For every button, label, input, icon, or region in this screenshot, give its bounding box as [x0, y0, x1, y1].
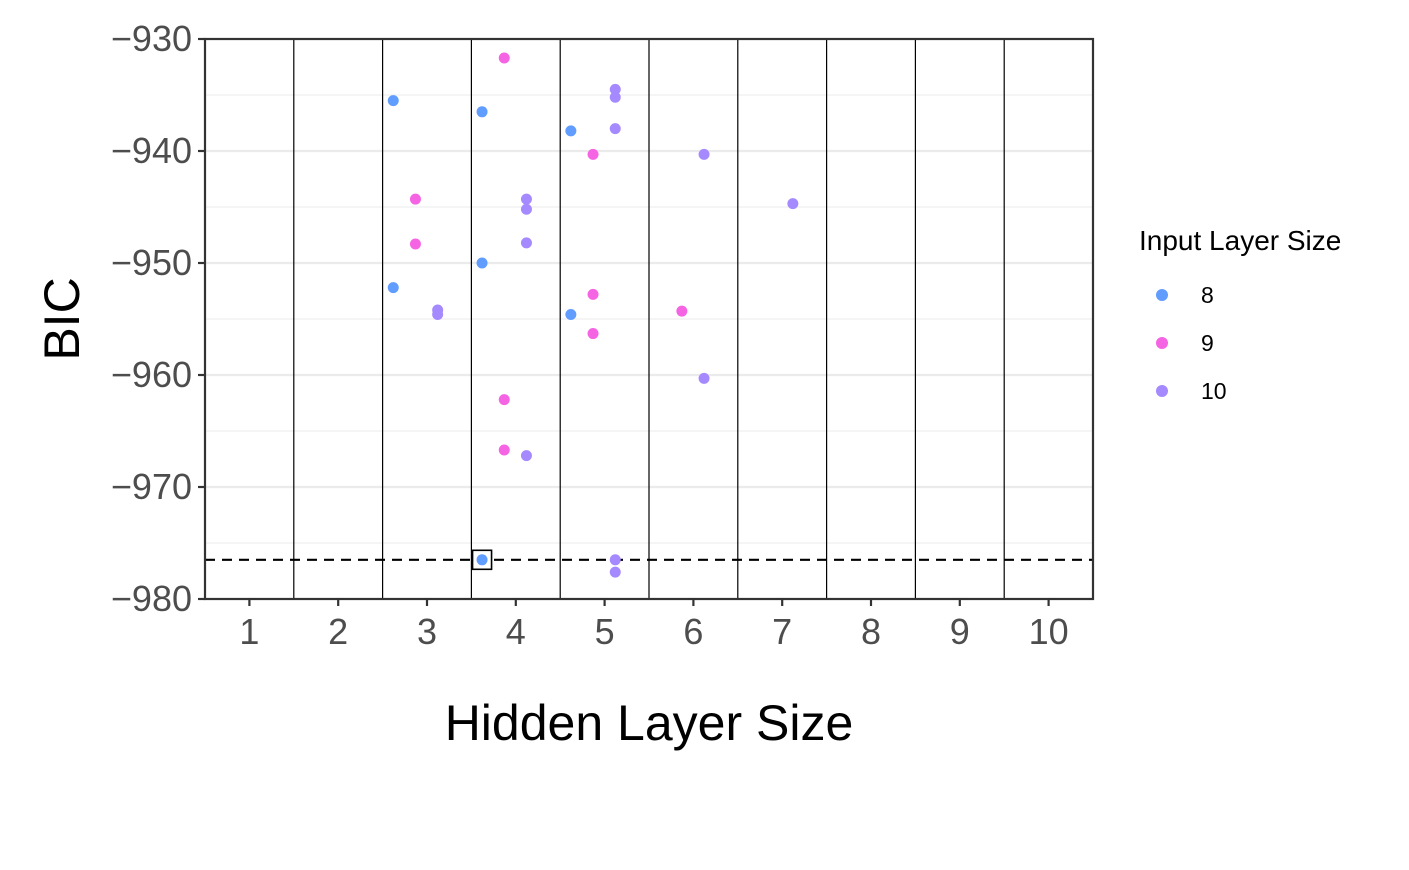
data-point-input-9: [498, 394, 510, 406]
points-layer: [387, 52, 799, 578]
legend-key-9: [1156, 337, 1168, 349]
y-tick-label: −950: [111, 242, 192, 283]
legend-label-9: 9: [1201, 330, 1214, 356]
y-tick-label: −940: [111, 130, 192, 171]
y-tick-label: −930: [111, 18, 192, 59]
y-axis-title: BIC: [34, 277, 90, 360]
data-point-input-10: [698, 148, 710, 160]
data-point-input-10: [520, 193, 532, 205]
data-point-input-8: [476, 106, 488, 118]
legend-label-10: 10: [1201, 378, 1227, 404]
data-point-input-9: [587, 328, 599, 340]
y-tick-label: −970: [111, 466, 192, 507]
x-tick-label: 1: [239, 611, 259, 652]
data-point-input-10: [698, 372, 710, 384]
data-point-input-8: [387, 282, 399, 294]
legend-key-8: [1156, 289, 1168, 301]
highlight-marker: [471, 549, 493, 571]
plot-panel-border: [203, 37, 1095, 601]
data-point-input-9: [587, 288, 599, 300]
x-tick-label: 7: [772, 611, 792, 652]
legend-title: Input Layer Size: [1139, 225, 1341, 256]
data-point-input-10: [520, 237, 532, 249]
data-point-input-9: [409, 193, 421, 205]
data-point-input-10: [609, 566, 621, 578]
data-point-input-9: [409, 238, 421, 250]
x-tick-label: 8: [861, 611, 881, 652]
x-tick-label: 10: [1029, 611, 1069, 652]
x-tick-label: 3: [417, 611, 437, 652]
data-point-input-8: [565, 125, 577, 137]
grid-layer: [205, 37, 1093, 601]
data-point-input-8: [565, 309, 577, 321]
data-point-input-8: [476, 554, 488, 566]
data-point-input-10: [609, 91, 621, 103]
legend: Input Layer Size 8 9 10: [1139, 225, 1341, 404]
x-tick-label: 2: [328, 611, 348, 652]
data-point-input-10: [520, 450, 532, 462]
data-point-input-10: [609, 554, 621, 566]
legend-key-10: [1156, 385, 1168, 397]
data-point-input-8: [476, 257, 488, 269]
y-tick-label: −980: [111, 578, 192, 619]
data-point-input-10: [432, 309, 444, 321]
x-tick-label: 5: [595, 611, 615, 652]
data-point-input-9: [587, 148, 599, 160]
data-point-input-10: [609, 83, 621, 95]
legend-label-8: 8: [1201, 282, 1214, 308]
data-point-input-9: [498, 444, 510, 456]
data-point-input-8: [387, 95, 399, 107]
axis-layer: −930 −940 −950 −960 −970 −980 1 2 3 4 5 6 7 8 9 10: [111, 18, 1069, 652]
x-tick-label: 4: [506, 611, 526, 652]
x-tick-label: 6: [683, 611, 703, 652]
data-point-input-10: [787, 198, 799, 210]
data-point-input-9: [676, 305, 688, 317]
x-tick-label: 9: [950, 611, 970, 652]
x-axis-title: Hidden Layer Size: [445, 695, 854, 751]
data-point-input-10: [520, 203, 532, 215]
data-point-input-10: [609, 123, 621, 135]
y-tick-label: −960: [111, 354, 192, 395]
data-point-input-9: [498, 52, 510, 64]
